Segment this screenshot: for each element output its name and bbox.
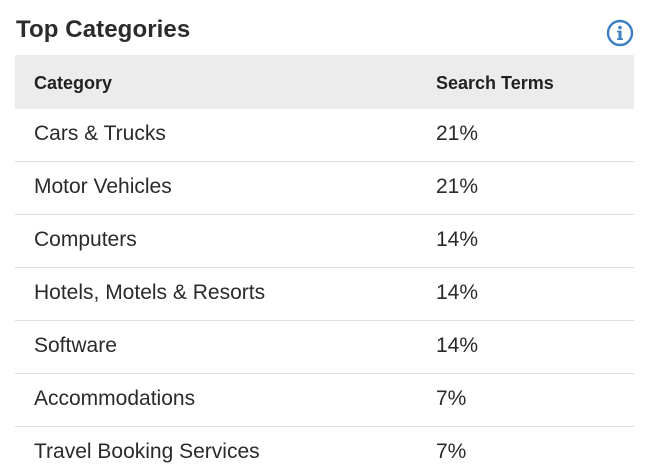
search-terms-cell: 21% xyxy=(436,122,479,145)
info-icon[interactable] xyxy=(606,19,634,47)
table-row: Cars & Trucks 21% xyxy=(15,109,634,162)
column-header-search-terms: Search Terms xyxy=(436,73,554,93)
table-row: Motor Vehicles 21% xyxy=(15,162,634,215)
category-cell: Motor Vehicles xyxy=(34,175,172,198)
category-cell: Travel Booking Services xyxy=(34,440,260,463)
widget-title: Top Categories xyxy=(16,16,191,43)
categories-table: Category Search Terms Cars & Trucks 21% … xyxy=(15,55,634,476)
column-header-category: Category xyxy=(34,73,113,93)
category-cell: Computers xyxy=(34,228,137,251)
table-row: Software 14% xyxy=(15,321,634,374)
category-cell: Hotels, Motels & Resorts xyxy=(34,281,266,304)
category-cell: Cars & Trucks xyxy=(34,122,166,145)
table-row: Travel Booking Services 7% xyxy=(15,427,634,476)
widget-header: Top Categories xyxy=(16,12,634,52)
table-row: Hotels, Motels & Resorts 14% xyxy=(15,268,634,321)
category-cell: Accommodations xyxy=(34,387,196,410)
category-cell: Software xyxy=(34,334,117,357)
search-terms-cell: 21% xyxy=(436,175,479,198)
search-terms-cell: 14% xyxy=(436,281,479,304)
search-terms-cell: 14% xyxy=(436,228,479,251)
search-terms-cell: 14% xyxy=(436,334,479,357)
table-header: Category Search Terms xyxy=(15,55,634,109)
table-row: Computers 14% xyxy=(15,215,634,268)
search-terms-cell: 7% xyxy=(436,387,467,410)
table-row: Accommodations 7% xyxy=(15,374,634,427)
search-terms-cell: 7% xyxy=(436,440,467,463)
